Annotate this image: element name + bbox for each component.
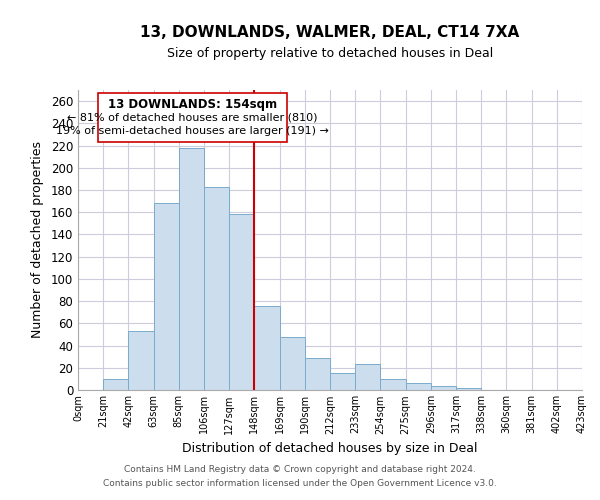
Text: Size of property relative to detached houses in Deal: Size of property relative to detached ho… bbox=[167, 48, 493, 60]
Bar bbox=[254, 306, 280, 390]
Text: 19% of semi-detached houses are larger (191) →: 19% of semi-detached houses are larger (… bbox=[56, 126, 329, 136]
Bar bbox=[355, 364, 380, 390]
Text: 13 DOWNLANDS: 154sqm: 13 DOWNLANDS: 154sqm bbox=[108, 98, 277, 111]
Text: ← 81% of detached houses are smaller (810): ← 81% of detached houses are smaller (81… bbox=[67, 112, 318, 122]
Bar bbox=[280, 336, 305, 390]
Bar bbox=[305, 358, 330, 390]
Bar bbox=[406, 384, 431, 390]
Bar bbox=[229, 214, 254, 390]
Y-axis label: Number of detached properties: Number of detached properties bbox=[31, 142, 44, 338]
Bar bbox=[330, 374, 355, 390]
Bar bbox=[431, 386, 456, 390]
FancyBboxPatch shape bbox=[98, 94, 287, 142]
Bar bbox=[456, 388, 481, 390]
Bar bbox=[128, 331, 154, 390]
Text: Contains HM Land Registry data © Crown copyright and database right 2024.
Contai: Contains HM Land Registry data © Crown c… bbox=[103, 466, 497, 487]
Bar bbox=[204, 186, 229, 390]
Bar bbox=[380, 379, 406, 390]
Bar bbox=[179, 148, 204, 390]
X-axis label: Distribution of detached houses by size in Deal: Distribution of detached houses by size … bbox=[182, 442, 478, 455]
Bar bbox=[103, 379, 128, 390]
Text: 13, DOWNLANDS, WALMER, DEAL, CT14 7XA: 13, DOWNLANDS, WALMER, DEAL, CT14 7XA bbox=[140, 25, 520, 40]
Bar bbox=[154, 204, 179, 390]
